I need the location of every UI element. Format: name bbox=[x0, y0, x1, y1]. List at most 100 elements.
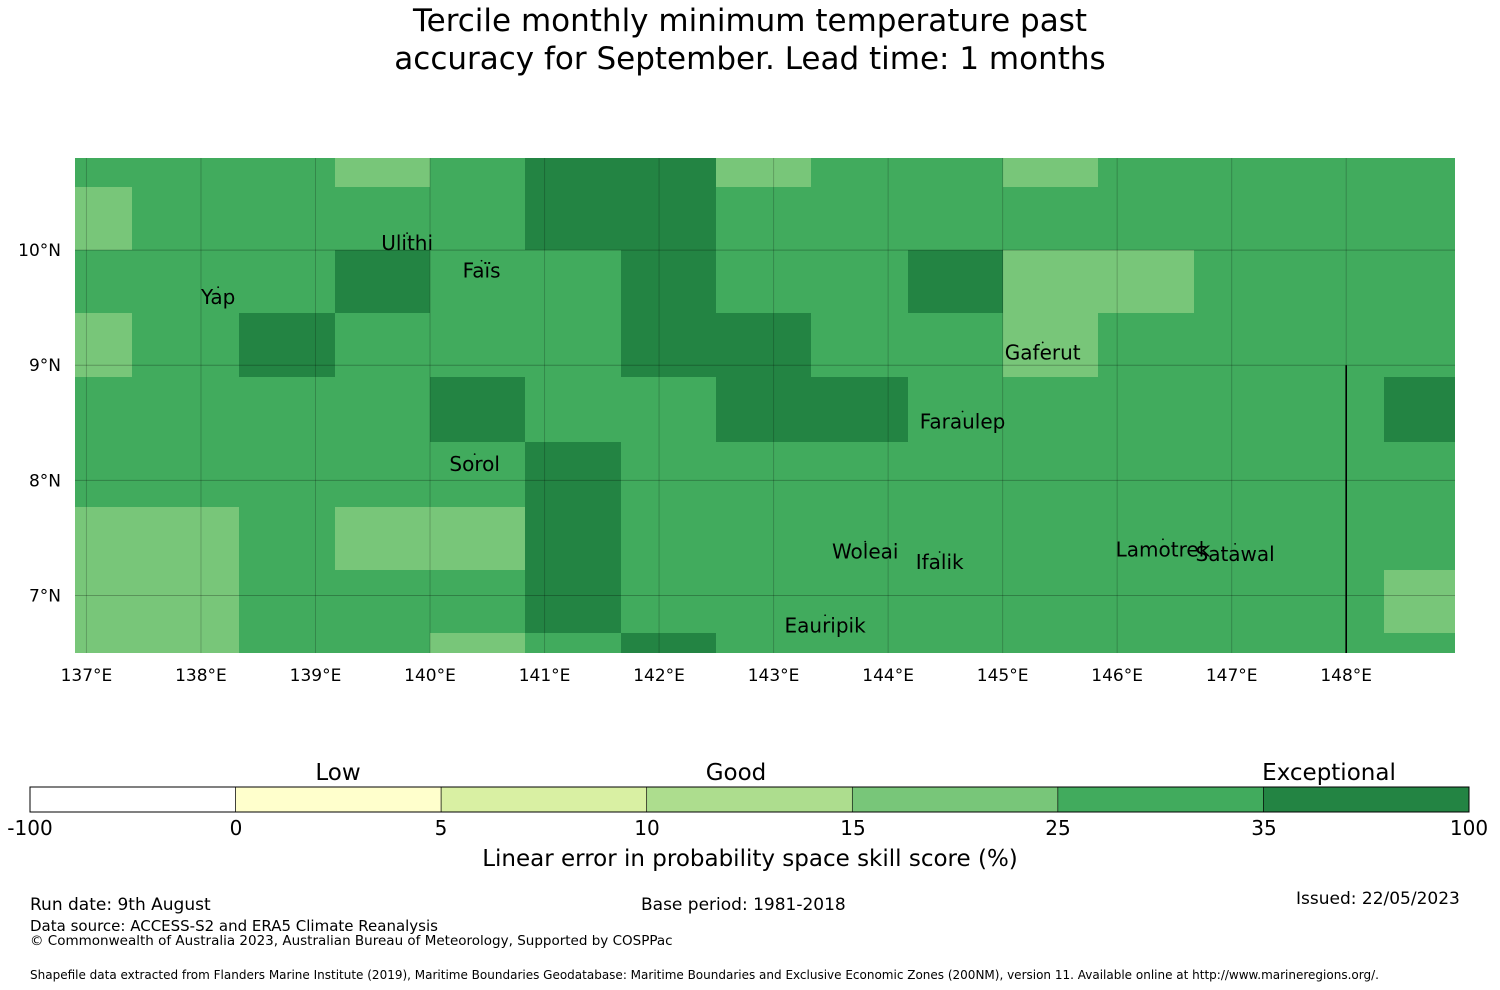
skill-cell bbox=[1194, 313, 1289, 377]
place-label: Gaferut bbox=[1005, 340, 1081, 364]
skill-cell bbox=[1003, 570, 1098, 633]
colorbar-swatch bbox=[1263, 786, 1470, 813]
skill-cell bbox=[1384, 187, 1455, 250]
skill-cell bbox=[132, 507, 239, 570]
longitude-tick-label: 137°E bbox=[61, 666, 113, 686]
colorbar-category-exceptional: Exceptional bbox=[1262, 760, 1396, 786]
colorbar-frame bbox=[29, 786, 1470, 813]
skill-cell bbox=[908, 507, 1003, 570]
skill-cell bbox=[132, 570, 239, 633]
skill-cell bbox=[132, 250, 239, 313]
latitude-tick-label: 9°N bbox=[29, 356, 61, 376]
colorbar-swatch bbox=[646, 786, 853, 813]
skill-cell bbox=[1194, 158, 1289, 187]
colorbar-swatch bbox=[1057, 786, 1264, 813]
run-date: Run date: 9th August bbox=[30, 895, 211, 915]
place-label: Faraulep bbox=[920, 410, 1006, 434]
skill-cell bbox=[1098, 507, 1194, 570]
colorbar-swatch bbox=[235, 786, 442, 813]
place-label: Eauripik bbox=[785, 613, 867, 637]
place-label: Lamotrek bbox=[1116, 537, 1211, 561]
skill-cell bbox=[75, 442, 132, 507]
skill-cell bbox=[335, 570, 430, 633]
place-label: Ifalik bbox=[916, 550, 964, 574]
skill-cell bbox=[621, 158, 716, 187]
skill-cell bbox=[1289, 250, 1384, 313]
skill-cell bbox=[1098, 158, 1194, 187]
latitude-tick-label: 8°N bbox=[29, 471, 61, 491]
colorbar-tick: 5 bbox=[434, 816, 448, 840]
map-title: Tercile monthly minimum temperature past… bbox=[0, 2, 1500, 78]
skill-cell bbox=[335, 187, 430, 250]
place-label: Woleai bbox=[832, 540, 899, 564]
shapefile-credit: Shapefile data extracted from Flanders M… bbox=[30, 968, 1379, 982]
island-marker-icon bbox=[473, 453, 476, 456]
skill-cell bbox=[430, 250, 525, 313]
skill-cell bbox=[75, 633, 132, 653]
skill-cell bbox=[239, 187, 335, 250]
skill-cell bbox=[1289, 633, 1384, 653]
skill-cell bbox=[525, 158, 621, 187]
skill-cell bbox=[1194, 442, 1289, 507]
skill-cell bbox=[239, 158, 335, 187]
skill-cell bbox=[239, 507, 335, 570]
title-line-2: accuracy for September. Lead time: 1 mon… bbox=[394, 41, 1106, 77]
skill-cell bbox=[430, 377, 525, 442]
skill-cell bbox=[132, 187, 239, 250]
skill-cell bbox=[811, 570, 908, 633]
skill-cell bbox=[1289, 158, 1384, 187]
skill-cell bbox=[75, 313, 132, 377]
longitude-tick-label: 144°E bbox=[862, 666, 914, 686]
skill-cell bbox=[1194, 507, 1289, 570]
island-marker-icon bbox=[406, 232, 409, 234]
island-marker-icon bbox=[961, 410, 964, 413]
skill-cell bbox=[239, 570, 335, 633]
skill-cell bbox=[525, 187, 621, 250]
skill-cell bbox=[621, 250, 716, 313]
skill-cell bbox=[525, 377, 621, 442]
copyright: © Commonwealth of Australia 2023, Austra… bbox=[30, 933, 673, 949]
skill-cell bbox=[621, 377, 716, 442]
longitude-tick-label: 148°E bbox=[1320, 666, 1372, 686]
skill-cell bbox=[621, 507, 716, 570]
longitude-tick-label: 139°E bbox=[290, 666, 342, 686]
colorbar-tick: 10 bbox=[634, 816, 660, 840]
place-label: Ulithi bbox=[381, 231, 433, 255]
skill-cell bbox=[1003, 507, 1098, 570]
skill-cell bbox=[132, 633, 239, 653]
skill-cell bbox=[908, 442, 1003, 507]
skill-cell bbox=[811, 633, 908, 653]
colorbar-tick: 15 bbox=[840, 816, 866, 840]
skill-cell bbox=[621, 313, 716, 377]
skill-cell bbox=[430, 442, 525, 507]
colorbar-swatch bbox=[29, 786, 236, 813]
skill-cell bbox=[132, 442, 239, 507]
skill-cell bbox=[525, 250, 621, 313]
skill-cell bbox=[716, 313, 811, 377]
colorbar-category-low: Low bbox=[315, 760, 361, 786]
skill-cell bbox=[239, 377, 335, 442]
colorbar-tick: 100 bbox=[1449, 816, 1489, 840]
skill-cell bbox=[430, 313, 525, 377]
skill-cell bbox=[908, 158, 1003, 187]
skill-cell bbox=[716, 377, 811, 442]
skill-cell bbox=[811, 442, 908, 507]
skill-cell bbox=[75, 377, 132, 442]
skill-cell bbox=[430, 570, 525, 633]
skill-cell bbox=[239, 250, 335, 313]
skill-cell bbox=[75, 570, 132, 633]
longitude-tick-label: 143°E bbox=[748, 666, 800, 686]
island-marker-icon bbox=[1234, 543, 1237, 545]
island-marker-icon bbox=[864, 540, 867, 543]
skill-cell bbox=[621, 633, 716, 653]
skill-cell bbox=[811, 313, 908, 377]
longitude-tick-label: 147°E bbox=[1206, 666, 1258, 686]
skill-cell bbox=[239, 633, 335, 653]
skill-cell bbox=[525, 507, 621, 570]
data-source: Data source: ACCESS-S2 and ERA5 Climate … bbox=[30, 917, 438, 935]
longitude-tick-label: 146°E bbox=[1091, 666, 1143, 686]
skill-cell bbox=[1098, 633, 1194, 653]
skill-cell bbox=[1384, 570, 1455, 633]
longitude-tick-label: 138°E bbox=[175, 666, 227, 686]
